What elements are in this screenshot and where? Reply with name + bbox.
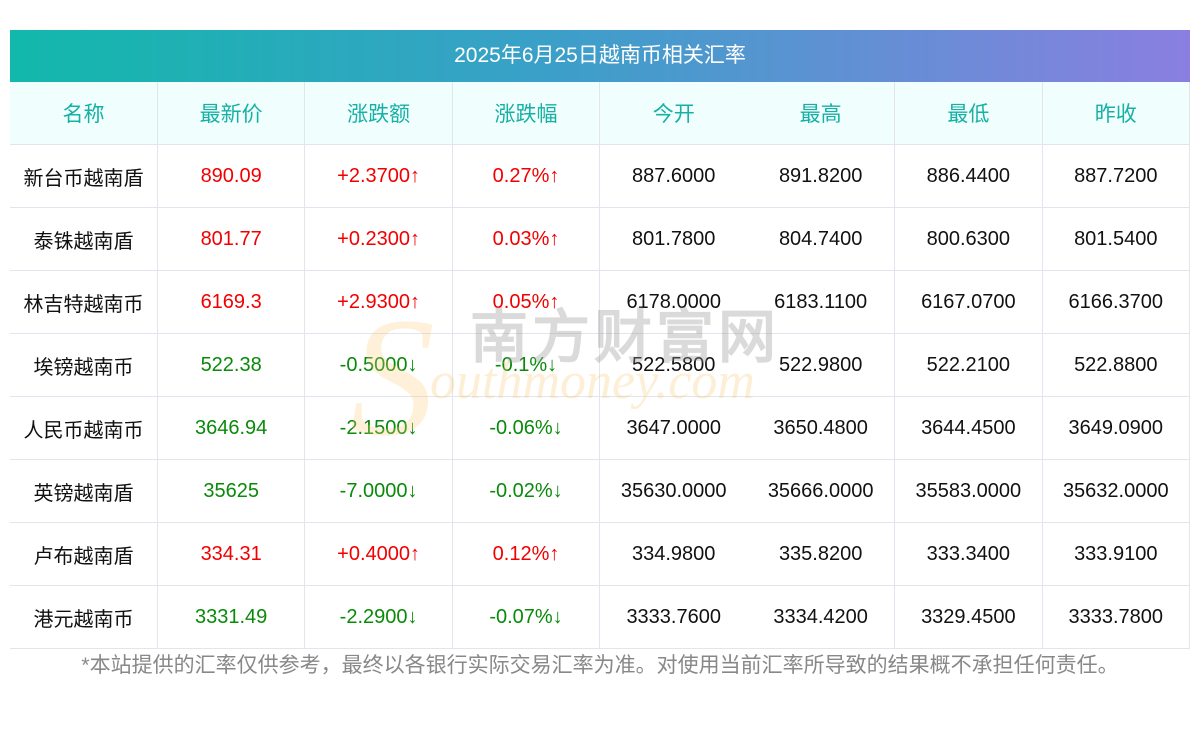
- cell-high: 891.8200: [747, 144, 896, 208]
- cell-prev: 333.9100: [1042, 522, 1191, 586]
- cell-prev: 3649.0900: [1042, 396, 1191, 460]
- cell-pct: 0.05%↑: [452, 270, 601, 334]
- table-row: 埃镑越南币 522.38 -0.5000↓ -0.1%↓ 522.5800 522.980…: [10, 333, 1191, 397]
- cell-low: 333.3400: [894, 522, 1043, 586]
- cell-high: 6183.1100: [747, 270, 896, 334]
- col-high: 最高: [747, 82, 896, 145]
- table-row: 人民币越南币 3646.94 -2.1500↓ -0.06%↓ 3647.0000 365…: [10, 396, 1191, 460]
- cell-pct: -0.07%↓: [452, 585, 601, 649]
- cell-high: 3650.4800: [747, 396, 896, 460]
- cell-price: 35625: [157, 459, 306, 523]
- cell-low: 3644.4500: [894, 396, 1043, 460]
- cell-name: 林吉特越南币: [10, 270, 158, 334]
- cell-prev: 801.5400: [1042, 207, 1191, 271]
- cell-high: 804.7400: [747, 207, 896, 271]
- col-price: 最新价: [157, 82, 306, 145]
- cell-low: 522.2100: [894, 333, 1043, 397]
- col-open: 今开: [599, 82, 748, 145]
- cell-low: 3329.4500: [894, 585, 1043, 649]
- cell-price: 801.77: [157, 207, 306, 271]
- cell-price: 3646.94: [157, 396, 306, 460]
- cell-change: +0.4000↑: [304, 522, 453, 586]
- cell-prev: 3333.7800: [1042, 585, 1191, 649]
- cell-prev: 522.8800: [1042, 333, 1191, 397]
- cell-change: +2.9300↑: [304, 270, 453, 334]
- cell-pct: 0.03%↑: [452, 207, 601, 271]
- col-name: 名称: [10, 82, 158, 145]
- cell-high: 35666.0000: [747, 459, 896, 523]
- table-row: 新台币越南盾 890.09 +2.3700↑ 0.27%↑ 887.6000 891.82…: [10, 144, 1191, 208]
- cell-open: 334.9800: [599, 522, 748, 586]
- cell-name: 新台币越南盾: [10, 144, 158, 208]
- cell-change: +0.2300↑: [304, 207, 453, 271]
- cell-name: 埃镑越南币: [10, 333, 158, 397]
- cell-pct: -0.02%↓: [452, 459, 601, 523]
- table-row: 港元越南币 3331.49 -2.2900↓ -0.07%↓ 3333.7600 3334…: [10, 585, 1191, 649]
- cell-high: 335.8200: [747, 522, 896, 586]
- cell-low: 886.4400: [894, 144, 1043, 208]
- cell-prev: 35632.0000: [1042, 459, 1191, 523]
- cell-pct: -0.06%↓: [452, 396, 601, 460]
- cell-name: 港元越南币: [10, 585, 158, 649]
- page-title: 2025年6月25日越南币相关汇率: [10, 30, 1190, 82]
- cell-open: 801.7800: [599, 207, 748, 271]
- cell-open: 3333.7600: [599, 585, 748, 649]
- cell-name: 卢布越南盾: [10, 522, 158, 586]
- cell-high: 3334.4200: [747, 585, 896, 649]
- cell-high: 522.9800: [747, 333, 896, 397]
- cell-low: 6167.0700: [894, 270, 1043, 334]
- cell-low: 800.6300: [894, 207, 1043, 271]
- cell-name: 人民币越南币: [10, 396, 158, 460]
- cell-price: 890.09: [157, 144, 306, 208]
- cell-open: 6178.0000: [599, 270, 748, 334]
- cell-open: 3647.0000: [599, 396, 748, 460]
- cell-open: 887.6000: [599, 144, 748, 208]
- cell-open: 522.5800: [599, 333, 748, 397]
- cell-change: -2.2900↓: [304, 585, 453, 649]
- table-row: 卢布越南盾 334.31 +0.4000↑ 0.12%↑ 334.9800 335.820…: [10, 522, 1191, 586]
- cell-change: -7.0000↓: [304, 459, 453, 523]
- exchange-rate-table: 名称 最新价 涨跌额 涨跌幅 今开 最高 最低 昨收 新台币越南盾 890.09 +…: [10, 82, 1191, 649]
- table-row: 英镑越南盾 35625 -7.0000↓ -0.02%↓ 35630.0000 35666…: [10, 459, 1191, 523]
- cell-pct: -0.1%↓: [452, 333, 601, 397]
- cell-price: 334.31: [157, 522, 306, 586]
- col-low: 最低: [894, 82, 1043, 145]
- cell-change: +2.3700↑: [304, 144, 453, 208]
- col-change: 涨跌额: [304, 82, 453, 145]
- cell-change: -0.5000↓: [304, 333, 453, 397]
- cell-prev: 6166.3700: [1042, 270, 1191, 334]
- table-row: 泰铢越南盾 801.77 +0.2300↑ 0.03%↑ 801.7800 804.740…: [10, 207, 1191, 271]
- col-prev: 昨收: [1042, 82, 1191, 145]
- cell-name: 泰铢越南盾: [10, 207, 158, 271]
- cell-price: 522.38: [157, 333, 306, 397]
- table-header: 名称 最新价 涨跌额 涨跌幅 今开 最高 最低 昨收: [10, 82, 1191, 145]
- col-pct: 涨跌幅: [452, 82, 601, 145]
- cell-price: 3331.49: [157, 585, 306, 649]
- cell-price: 6169.3: [157, 270, 306, 334]
- cell-pct: 0.12%↑: [452, 522, 601, 586]
- disclaimer: *本站提供的汇率仅供参考，最终以各银行实际交易汇率为准。对使用当前汇率所导致的结…: [81, 654, 1119, 677]
- cell-open: 35630.0000: [599, 459, 748, 523]
- cell-change: -2.1500↓: [304, 396, 453, 460]
- cell-low: 35583.0000: [894, 459, 1043, 523]
- cell-pct: 0.27%↑: [452, 144, 601, 208]
- cell-name: 英镑越南盾: [10, 459, 158, 523]
- cell-prev: 887.7200: [1042, 144, 1191, 208]
- table-row: 林吉特越南币 6169.3 +2.9300↑ 0.05%↑ 6178.0000 6183.…: [10, 270, 1191, 334]
